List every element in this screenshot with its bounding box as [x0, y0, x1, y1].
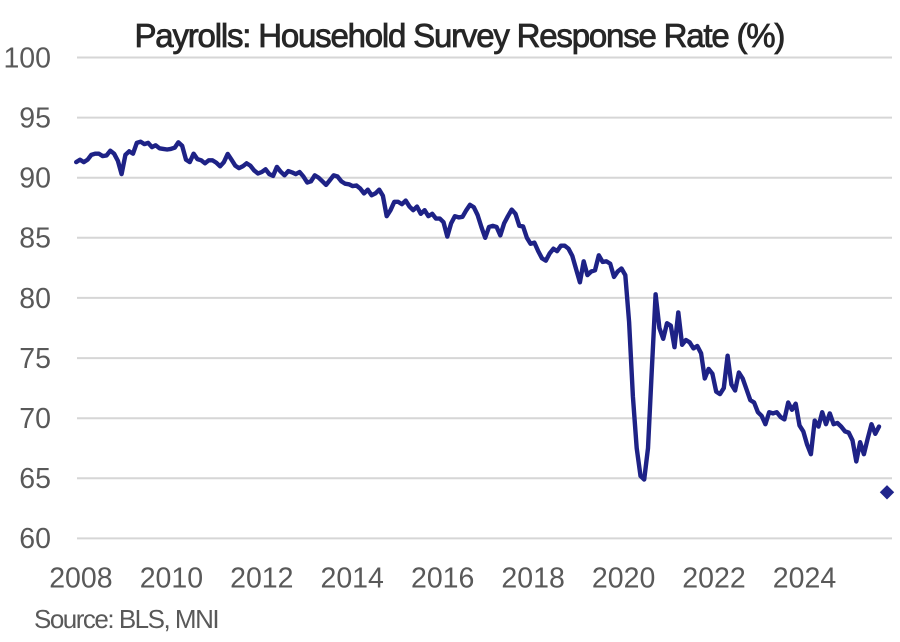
svg-text:90: 90 [19, 163, 51, 195]
svg-text:85: 85 [19, 223, 51, 255]
svg-text:80: 80 [19, 283, 51, 315]
svg-text:2018: 2018 [501, 563, 564, 595]
svg-text:Payrolls: Household Survey Res: Payrolls: Household Survey Response Rate… [135, 17, 785, 54]
svg-text:60: 60 [19, 523, 51, 555]
svg-text:75: 75 [19, 343, 51, 375]
svg-text:2022: 2022 [682, 563, 745, 595]
svg-text:100: 100 [3, 42, 51, 74]
svg-text:2008: 2008 [49, 563, 112, 595]
svg-text:95: 95 [19, 102, 51, 134]
svg-text:2012: 2012 [230, 563, 293, 595]
svg-text:2024: 2024 [773, 563, 837, 595]
svg-text:Source: BLS, MNI: Source: BLS, MNI [34, 604, 218, 634]
svg-text:2014: 2014 [320, 563, 384, 595]
svg-text:2010: 2010 [140, 563, 203, 595]
svg-text:65: 65 [19, 463, 51, 495]
svg-text:70: 70 [19, 403, 51, 435]
svg-text:2020: 2020 [592, 563, 655, 595]
svg-text:2016: 2016 [411, 563, 474, 595]
